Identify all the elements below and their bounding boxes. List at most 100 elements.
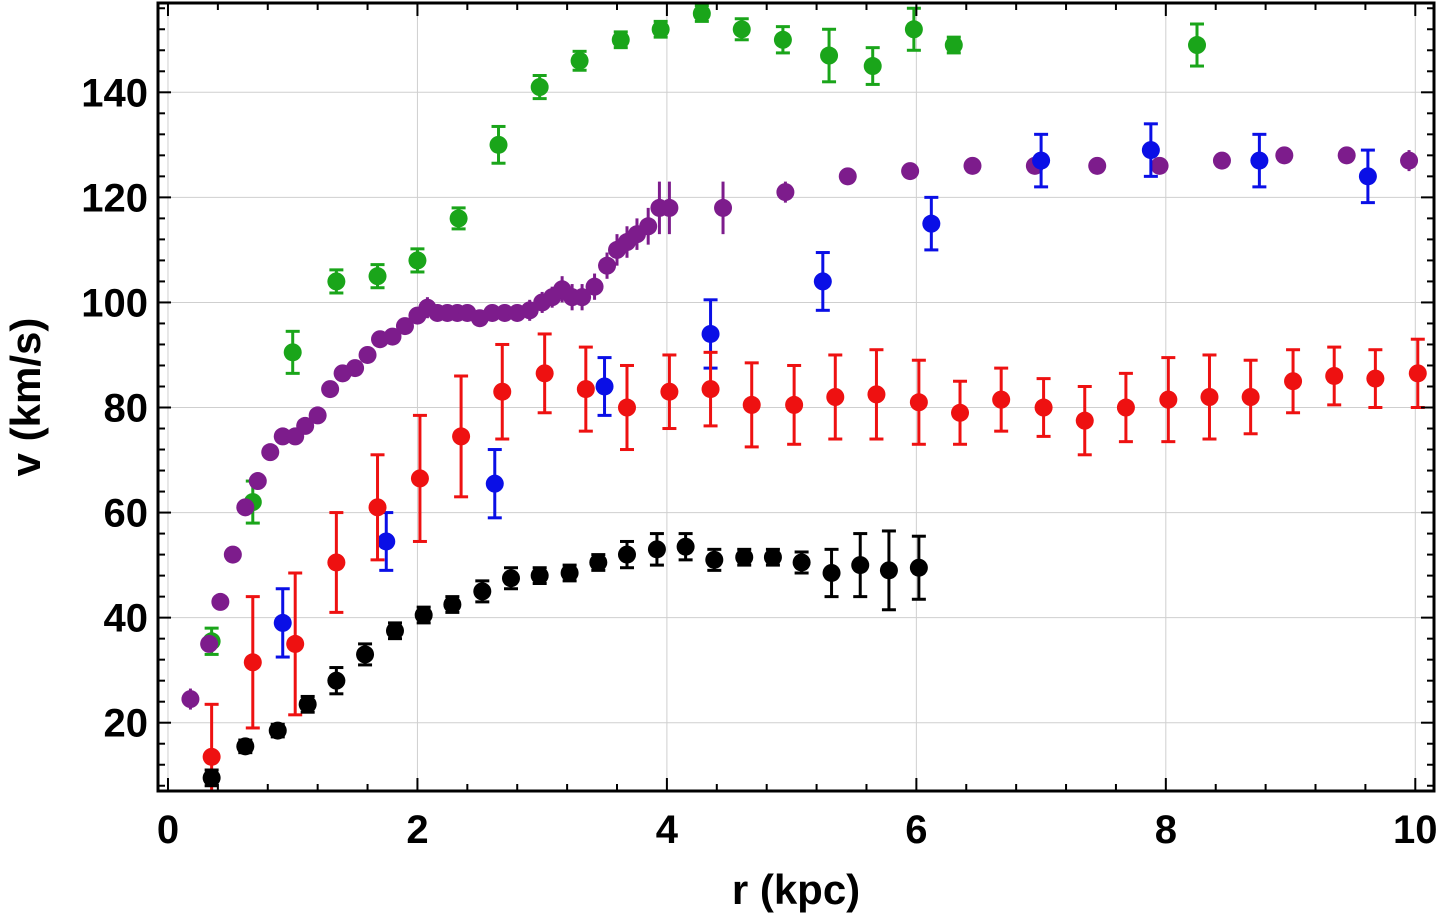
data-point-purple [211,592,230,611]
data-point-red [202,702,221,791]
data-point-purple [838,167,857,186]
marker [530,78,549,97]
data-point-red [452,374,471,499]
marker [268,721,287,740]
marker [1358,167,1377,186]
marker [1116,398,1135,417]
data-point-red [1159,356,1178,444]
marker [820,46,839,65]
data-point-purple [495,303,514,322]
data-point-purple [714,181,733,235]
data-point-blue [813,251,832,312]
marker [732,20,751,39]
data-point-green [1188,22,1207,68]
data-point-black [763,547,782,567]
marker [1400,151,1419,170]
marker [1337,146,1356,165]
data-point-green [489,124,508,165]
data-point-purple [639,207,658,245]
marker [1150,156,1169,175]
data-point-red [1241,358,1260,436]
data-point-green [408,247,427,274]
marker [701,324,720,343]
marker [236,737,255,756]
axis-ticks [158,3,1434,791]
marker [617,545,636,564]
data-point-purple [1337,146,1356,165]
data-point-green [944,35,963,55]
data-point-red [1075,384,1094,457]
marker [585,277,604,296]
data-point-red [410,413,429,543]
data-point-red [742,361,761,449]
data-point-black [792,550,811,575]
data-point-black [236,737,255,756]
marker [851,556,870,575]
marker [1034,398,1053,417]
marker [660,382,679,401]
data-point-red [617,363,636,452]
marker [408,251,427,270]
data-point-green [692,4,711,23]
y-tick-label: 140 [81,71,148,115]
y-tick-label: 120 [81,176,148,220]
marker [1275,146,1294,165]
data-point-black [202,768,221,788]
marker [1241,388,1260,406]
data-point-blue [485,448,504,520]
marker [589,553,608,572]
data-point-purple [963,156,982,175]
marker [321,380,340,399]
marker [785,395,804,414]
data-point-red [785,363,804,446]
marker [1159,390,1178,409]
data-point-black [298,694,317,714]
marker [261,443,280,462]
data-point-black [530,566,549,585]
data-point-green [904,6,923,52]
marker [611,30,630,49]
marker [377,532,396,551]
marker [867,385,886,404]
data-point-red [660,353,679,431]
y-tick-label: 20 [104,702,149,746]
data-point-black [356,642,375,667]
data-point-green [651,19,670,39]
marker [236,498,255,517]
marker [200,634,219,653]
series-blue [273,122,1377,659]
data-point-black [822,547,841,599]
marker [298,695,317,714]
data-point-red [1366,348,1385,410]
marker [283,343,302,362]
marker [286,634,305,653]
marker [493,382,512,401]
marker [647,540,666,559]
data-point-purple [296,416,315,435]
marker [901,162,920,181]
data-point-red [327,511,346,614]
data-point-black [385,621,404,641]
marker [443,595,462,614]
data-point-red [1408,337,1427,410]
marker [595,377,614,396]
data-point-green [773,25,792,55]
data-point-purple [181,688,200,710]
marker [327,553,346,572]
marker [1366,369,1385,388]
x-tick-label: 2 [406,808,428,852]
data-point-purple [200,634,219,653]
marker [660,198,679,217]
data-point-black [268,721,287,740]
marker [483,303,502,322]
data-point-green [283,329,302,375]
marker [1200,388,1219,406]
data-point-black [676,532,695,562]
data-point-red [1284,348,1303,415]
marker [1088,156,1107,175]
y-axis-tick-labels: 20 40 60 80 100 120 140 [81,71,148,745]
marker [904,20,923,39]
x-tick-label: 6 [905,808,927,852]
marker [327,272,346,291]
marker [1141,141,1160,160]
